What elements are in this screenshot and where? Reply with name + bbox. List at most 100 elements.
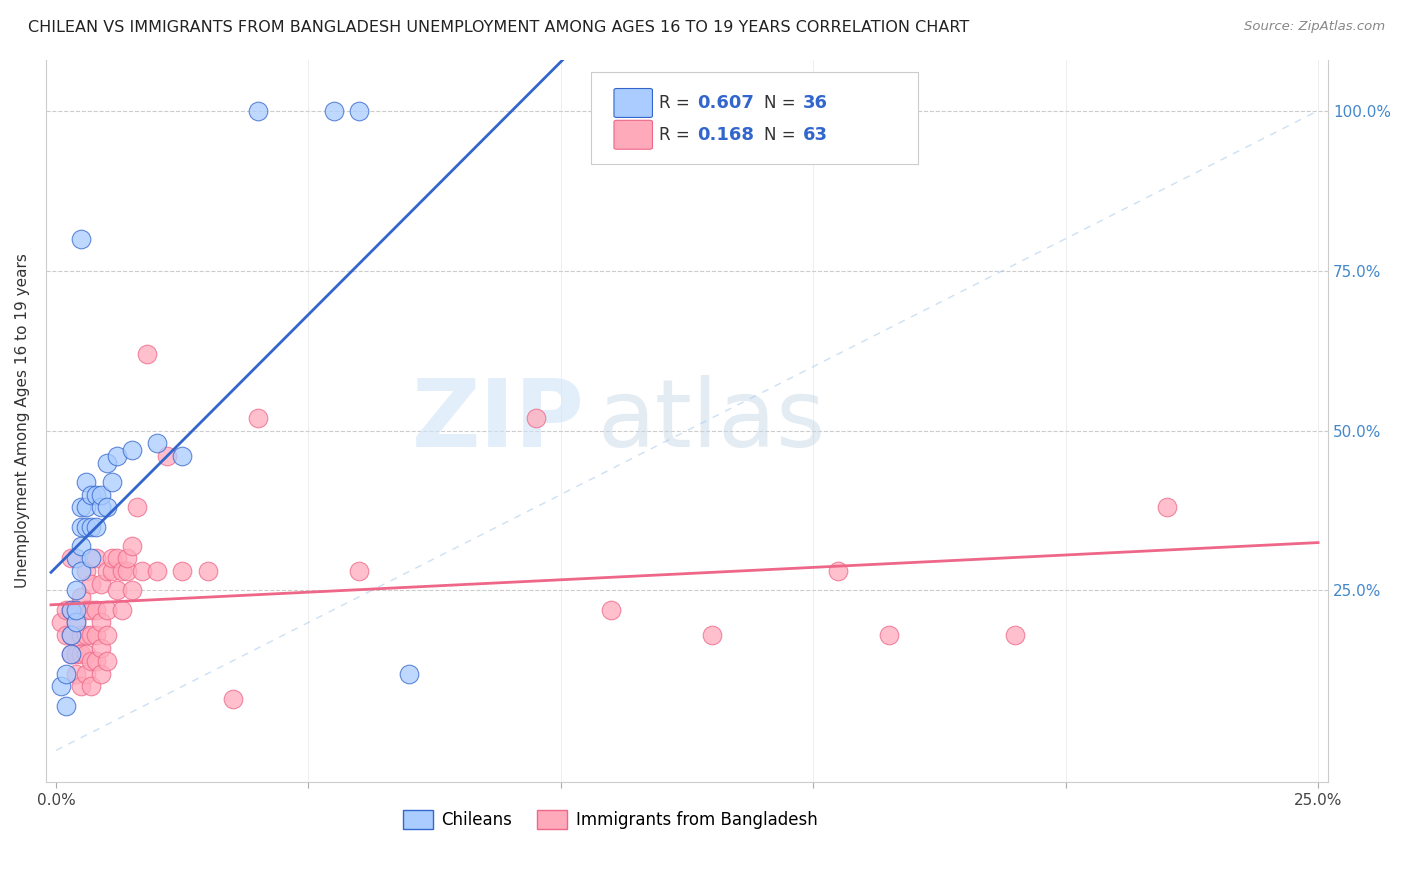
Point bbox=[60, 648, 83, 662]
Point bbox=[65, 615, 87, 630]
Point bbox=[80, 577, 103, 591]
Point bbox=[100, 564, 122, 578]
Point bbox=[115, 551, 138, 566]
Point bbox=[80, 602, 103, 616]
Text: Source: ZipAtlas.com: Source: ZipAtlas.com bbox=[1244, 20, 1385, 33]
Point bbox=[49, 680, 72, 694]
Point bbox=[702, 628, 724, 642]
Text: 36: 36 bbox=[803, 94, 828, 112]
Point bbox=[90, 615, 112, 630]
Point bbox=[172, 564, 194, 578]
Point bbox=[222, 692, 245, 706]
Point bbox=[70, 680, 93, 694]
Point bbox=[96, 654, 118, 668]
Legend: Chileans, Immigrants from Bangladesh: Chileans, Immigrants from Bangladesh bbox=[396, 803, 824, 836]
Point bbox=[877, 628, 900, 642]
Point bbox=[55, 628, 77, 642]
Point bbox=[70, 500, 93, 515]
Text: ZIP: ZIP bbox=[412, 375, 585, 467]
Point bbox=[70, 539, 93, 553]
Point bbox=[131, 564, 153, 578]
Point bbox=[600, 602, 623, 616]
Point bbox=[75, 648, 97, 662]
Point bbox=[65, 551, 87, 566]
Point bbox=[96, 500, 118, 515]
Point bbox=[65, 602, 87, 616]
Text: 63: 63 bbox=[803, 126, 828, 144]
Point bbox=[146, 436, 169, 450]
Point bbox=[70, 564, 93, 578]
Point bbox=[65, 615, 87, 630]
Point bbox=[347, 564, 370, 578]
Point bbox=[86, 602, 108, 616]
FancyBboxPatch shape bbox=[614, 88, 652, 118]
Point bbox=[90, 640, 112, 655]
Point bbox=[75, 519, 97, 533]
Point bbox=[75, 475, 97, 489]
FancyBboxPatch shape bbox=[591, 72, 918, 164]
Point bbox=[90, 666, 112, 681]
Point bbox=[100, 551, 122, 566]
Text: 0.168: 0.168 bbox=[697, 126, 754, 144]
Point bbox=[90, 577, 112, 591]
Point bbox=[322, 103, 344, 118]
Point bbox=[121, 442, 143, 457]
Point bbox=[70, 648, 93, 662]
Point bbox=[121, 539, 143, 553]
Point bbox=[136, 347, 159, 361]
Point bbox=[86, 654, 108, 668]
Point bbox=[105, 583, 128, 598]
Point bbox=[197, 564, 219, 578]
Point bbox=[70, 232, 93, 246]
Point bbox=[60, 628, 83, 642]
Point bbox=[75, 602, 97, 616]
Point bbox=[86, 628, 108, 642]
Point bbox=[65, 666, 87, 681]
Point bbox=[96, 602, 118, 616]
Point bbox=[90, 500, 112, 515]
Point bbox=[111, 564, 134, 578]
Point bbox=[65, 583, 87, 598]
Point bbox=[105, 449, 128, 463]
Text: N =: N = bbox=[763, 94, 801, 112]
Point bbox=[156, 449, 179, 463]
Text: N =: N = bbox=[763, 126, 801, 144]
Text: 0.607: 0.607 bbox=[697, 94, 754, 112]
Point bbox=[86, 519, 108, 533]
Point bbox=[55, 602, 77, 616]
Point bbox=[75, 666, 97, 681]
Point bbox=[60, 628, 83, 642]
Point bbox=[146, 564, 169, 578]
Text: R =: R = bbox=[659, 94, 695, 112]
Point bbox=[80, 654, 103, 668]
Point bbox=[55, 666, 77, 681]
Point bbox=[111, 602, 134, 616]
Point bbox=[96, 456, 118, 470]
Point bbox=[75, 564, 97, 578]
Text: CHILEAN VS IMMIGRANTS FROM BANGLADESH UNEMPLOYMENT AMONG AGES 16 TO 19 YEARS COR: CHILEAN VS IMMIGRANTS FROM BANGLADESH UN… bbox=[28, 20, 969, 35]
Point bbox=[55, 698, 77, 713]
Point bbox=[80, 680, 103, 694]
Point bbox=[80, 487, 103, 501]
Point bbox=[60, 648, 83, 662]
Point bbox=[80, 551, 103, 566]
Point bbox=[115, 564, 138, 578]
Point bbox=[86, 487, 108, 501]
FancyBboxPatch shape bbox=[614, 120, 652, 149]
Point bbox=[90, 487, 112, 501]
Point bbox=[70, 628, 93, 642]
Point bbox=[246, 103, 269, 118]
Point bbox=[827, 564, 849, 578]
Point bbox=[60, 602, 83, 616]
Point bbox=[246, 410, 269, 425]
Point bbox=[75, 628, 97, 642]
Point bbox=[60, 602, 83, 616]
Point bbox=[100, 475, 122, 489]
Text: atlas: atlas bbox=[598, 375, 825, 467]
Point bbox=[121, 583, 143, 598]
Point bbox=[96, 628, 118, 642]
Point bbox=[49, 615, 72, 630]
Point bbox=[105, 551, 128, 566]
Point bbox=[1004, 628, 1026, 642]
Point bbox=[86, 551, 108, 566]
